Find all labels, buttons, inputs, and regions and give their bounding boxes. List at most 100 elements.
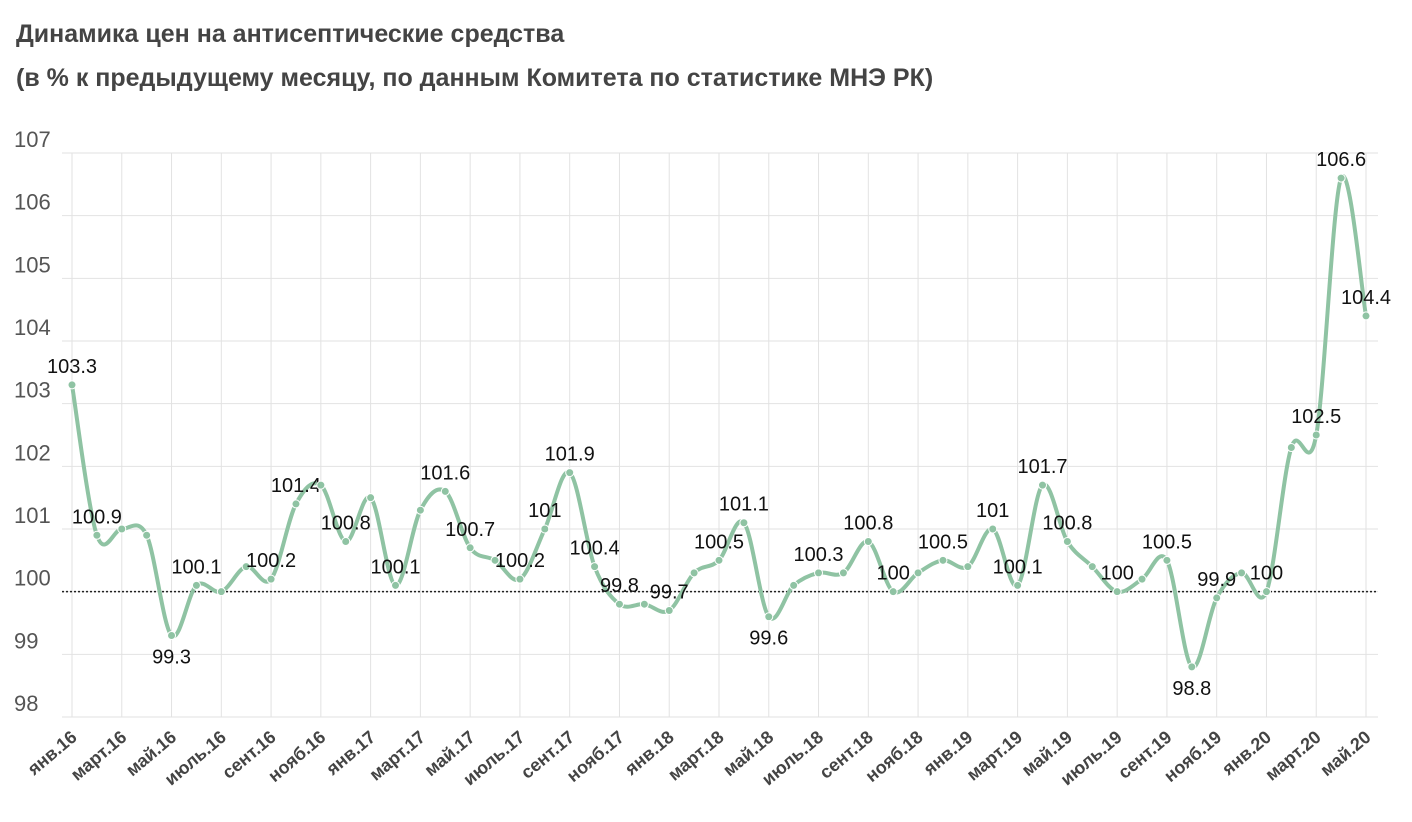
point (167, 631, 177, 641)
point (1261, 587, 1271, 597)
y-tick-label: 107 (14, 127, 51, 152)
y-tick-label: 100 (14, 566, 51, 591)
point (291, 499, 301, 509)
value-label: 100.8 (321, 513, 371, 535)
point (789, 580, 799, 590)
point (1311, 430, 1321, 440)
value-label: 103.3 (47, 356, 97, 378)
value-label: 100.9 (72, 506, 122, 528)
point (366, 493, 376, 503)
value-label: 100.7 (445, 519, 495, 541)
x-tick-label: март.17 (365, 727, 428, 785)
value-label: 100.2 (246, 550, 296, 572)
point (117, 524, 127, 534)
point (465, 543, 475, 553)
value-label: 99.3 (152, 647, 191, 669)
value-label: 106.6 (1316, 149, 1366, 171)
value-label: 100.1 (370, 556, 420, 578)
value-label: 99.9 (1197, 569, 1236, 591)
point (316, 480, 326, 490)
point (1062, 537, 1072, 547)
point (1361, 311, 1371, 321)
point (739, 518, 749, 528)
point (590, 562, 600, 572)
point (191, 580, 201, 590)
point (963, 562, 973, 572)
point (639, 599, 649, 609)
point (490, 555, 500, 565)
point (1336, 173, 1346, 183)
point (888, 587, 898, 597)
point (1112, 587, 1122, 597)
value-label: 100.8 (1042, 513, 1092, 535)
point (664, 605, 674, 615)
y-tick-label: 103 (14, 378, 51, 403)
chart-subtitle: (в % к предыдущему месяцу, по данным Ком… (16, 64, 933, 92)
point (814, 568, 824, 578)
point (67, 380, 77, 390)
point (565, 468, 575, 478)
value-label: 102.5 (1291, 406, 1341, 428)
point (614, 599, 624, 609)
point (938, 555, 948, 565)
x-tick-label: март.20 (1261, 727, 1324, 785)
point (1286, 443, 1296, 453)
point (1212, 593, 1222, 603)
point (988, 524, 998, 534)
point (216, 587, 226, 597)
value-label: 100.5 (918, 531, 968, 553)
value-label: 99.6 (749, 628, 788, 650)
point (341, 537, 351, 547)
y-tick-label: 104 (14, 315, 51, 340)
value-label: 100.1 (171, 556, 221, 578)
value-label: 100 (877, 563, 910, 585)
point (142, 530, 152, 540)
y-tick-label: 101 (14, 503, 51, 528)
point (1162, 555, 1172, 565)
point (440, 486, 450, 496)
value-label: 101 (528, 500, 561, 522)
y-tick-label: 99 (14, 628, 38, 653)
value-label: 101.4 (271, 475, 321, 497)
point (540, 524, 550, 534)
point (1237, 568, 1247, 578)
point (1038, 480, 1047, 490)
value-label: 100.8 (843, 513, 893, 535)
value-label: 100 (1250, 563, 1283, 585)
y-tick-label: 102 (14, 440, 51, 465)
point (515, 574, 525, 584)
value-label: 100.2 (495, 550, 545, 572)
value-label: 99.8 (600, 575, 639, 597)
point (863, 537, 873, 547)
x-tick-label: март.19 (963, 727, 1026, 785)
value-label: 104.4 (1341, 287, 1391, 309)
y-tick-label: 105 (14, 252, 51, 277)
x-tick-label: май.20 (1316, 727, 1374, 780)
value-label: 101.6 (420, 462, 470, 484)
point (415, 505, 425, 515)
point (1187, 662, 1197, 672)
value-label: 101.9 (545, 444, 595, 466)
chart-title: Динамика цен на антисептические средства (16, 20, 565, 48)
point (913, 568, 923, 578)
point (838, 568, 848, 578)
value-label: 100.4 (570, 538, 620, 560)
point (266, 574, 276, 584)
point (1087, 562, 1097, 572)
x-tick-label: март.18 (664, 727, 727, 785)
point (391, 580, 400, 590)
y-tick-label: 98 (14, 691, 38, 716)
value-label: 100 (1100, 563, 1133, 585)
point (714, 555, 724, 565)
value-label: 100.5 (1142, 531, 1192, 553)
value-label: 98.8 (1172, 678, 1211, 700)
point (1137, 574, 1147, 584)
y-tick-label: 106 (14, 190, 51, 215)
value-label: 101.1 (719, 494, 769, 516)
x-tick-label: март.16 (67, 727, 130, 785)
value-label: 101.7 (1017, 456, 1067, 478)
value-label: 100.3 (794, 544, 844, 566)
point (764, 612, 774, 622)
point (241, 562, 251, 572)
